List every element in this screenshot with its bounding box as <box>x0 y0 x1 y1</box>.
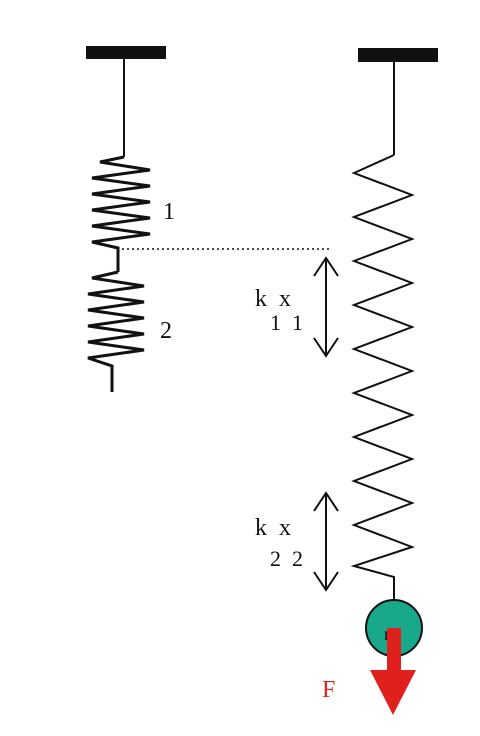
right-ceiling-bar <box>358 48 438 62</box>
left-spring-assembly: 1 2 <box>86 46 175 392</box>
extension-2-k-subscript: 2 <box>270 546 281 571</box>
extension-2-x-label: x <box>279 515 291 541</box>
spring-2-label: 2 <box>160 318 172 344</box>
extension-1-k-subscript: 1 <box>270 310 281 335</box>
force-label: F <box>322 677 335 703</box>
extension-2-k-label: k <box>255 515 267 541</box>
extension-1-k-label: k <box>255 286 267 312</box>
spring-1-coil <box>91 155 151 272</box>
right-spring-assembly <box>350 48 438 602</box>
force-arrow <box>370 628 416 715</box>
spring-2-coil <box>87 270 145 392</box>
extended-spring-coil <box>350 154 416 602</box>
extension-1-x-label: x <box>279 286 291 312</box>
extension-1-x-subscript: 1 <box>292 310 303 335</box>
extension-2-x-subscript: 2 <box>292 546 303 571</box>
extension-arrow-1 <box>313 256 339 358</box>
left-ceiling-bar <box>86 46 166 59</box>
extension-arrow-2 <box>313 491 339 592</box>
spring-1-label: 1 <box>163 199 175 225</box>
